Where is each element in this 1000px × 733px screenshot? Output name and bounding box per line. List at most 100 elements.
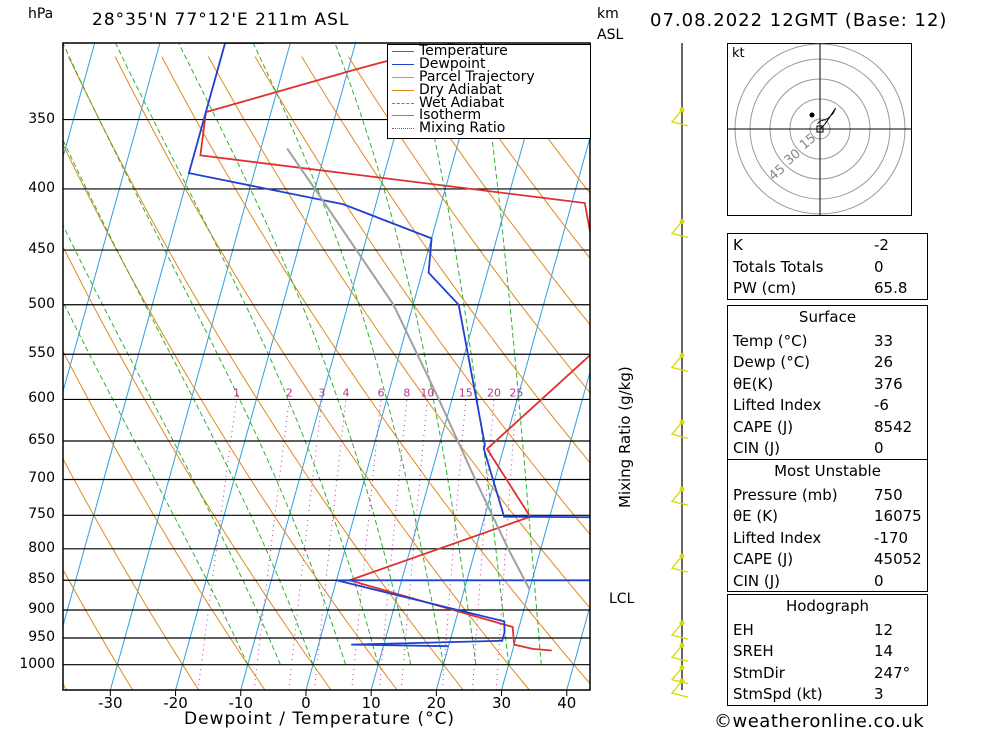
- wind-barb: [670, 488, 689, 506]
- legend: Temperature Dewpoint Parcel Trajectory D…: [387, 44, 591, 139]
- site-credit[interactable]: ©weatheronline.co.uk: [714, 711, 925, 732]
- temperature-tick-label: 10: [361, 694, 381, 712]
- row-value: 0: [874, 571, 884, 590]
- wet-adiabat-line: [252, 43, 444, 665]
- row-key: CAPE (J): [733, 417, 794, 436]
- row-key: θE (K): [733, 507, 778, 525]
- pressure-tick-label: 650: [28, 431, 55, 448]
- table-row: K -2: [728, 234, 927, 256]
- pressure-tick-label: 900: [28, 600, 55, 617]
- pressure-tick-label: 950: [28, 629, 55, 646]
- pressure-unit: hPa: [28, 6, 54, 22]
- isotherm-line: [305, 43, 487, 690]
- row-key: EH: [733, 620, 754, 639]
- row-value: 0: [874, 439, 884, 457]
- temperature-tick-label: -10: [228, 694, 254, 712]
- mixing-ratio-label: 6: [378, 386, 385, 399]
- pressure-tick-label: 450: [28, 241, 55, 258]
- table-row: SREH 14: [728, 640, 927, 662]
- dry-adiabat-line: [441, 56, 590, 260]
- row-value: 12: [874, 620, 894, 639]
- lcl-label: LCL: [609, 591, 635, 607]
- mixing-ratio-label: 25: [509, 386, 523, 399]
- row-value: 0: [874, 257, 884, 276]
- isotherm-line: [501, 370, 590, 690]
- row-value: 33: [874, 331, 894, 350]
- most-unstable-title: Most Unstable: [774, 462, 881, 480]
- mixing-ratio-axis-label: Mixing Ratio (g/kg): [616, 366, 634, 508]
- dry-adiabat-line: [394, 56, 590, 326]
- row-value: -2: [874, 236, 889, 254]
- legend-item-dewpoint: Dewpoint: [388, 57, 590, 71]
- wet-adiabat-line: [178, 43, 412, 665]
- isotherm-line: [63, 43, 161, 394]
- mixing-ratio-label: 4: [342, 386, 349, 399]
- mixing-ratio-label: 1: [233, 386, 240, 399]
- mixing-ratio-label: 2: [286, 386, 293, 399]
- table-row: Pressure (mb) 750: [728, 484, 927, 506]
- dry-adiabat-line: [63, 457, 200, 690]
- series-temperature: [199, 43, 590, 652]
- wind-barb: [670, 680, 689, 698]
- isotherm-line: [370, 43, 552, 690]
- dry-adiabat-line: [63, 143, 398, 690]
- hodograph-table: Hodograph EH 12 SREH 14 StmDir 247° StmSpd (kt)…: [727, 594, 928, 706]
- table-row: EH 12: [728, 619, 927, 641]
- pressure-tick-label: 1000: [19, 655, 55, 672]
- table-row: CAPE (J) 8542: [728, 416, 927, 438]
- row-key: CIN (J): [733, 439, 781, 457]
- row-value: 26: [874, 353, 894, 371]
- wind-barb: [670, 421, 689, 439]
- row-key: θE(K): [733, 374, 774, 393]
- wind-barb: [670, 555, 689, 573]
- row-value: -170: [874, 528, 909, 547]
- mixing-ratio-label: 15: [459, 386, 473, 399]
- row-value: -6: [874, 396, 889, 414]
- dry-adiabat-line: [254, 56, 590, 536]
- mixing-ratio-label: 3: [318, 386, 325, 399]
- isotherm-line: [63, 43, 96, 159]
- legend-item-temperature: Temperature: [388, 44, 590, 58]
- pressure-tick-label: 750: [28, 506, 55, 523]
- table-row: CAPE (J) 45052: [728, 548, 927, 570]
- wind-barb: [670, 667, 689, 685]
- height-unit-km: km: [597, 6, 619, 22]
- mixing-ratio-line: [378, 399, 408, 690]
- temperature-tick-label: -30: [98, 694, 123, 712]
- height-unit-asl: ASL: [597, 27, 624, 43]
- row-value: 16075: [874, 507, 922, 525]
- storm-motion-marker: [816, 125, 824, 133]
- table-row: θE (K) 16075: [728, 505, 927, 527]
- row-key: Dewp (°C): [733, 353, 811, 371]
- pressure-tick-label: 850: [28, 571, 55, 588]
- row-key: Temp (°C): [733, 331, 808, 350]
- pressure-tick-label: 800: [28, 539, 55, 556]
- wind-barb: [670, 644, 689, 663]
- pressure-tick-label: 550: [28, 345, 55, 362]
- wind-barb: [670, 622, 689, 640]
- wind-barb: [670, 221, 689, 239]
- row-key: StmSpd (kt): [733, 685, 823, 703]
- surface-table: Surface Temp (°C) 33 Dewp (°C) 26 θE(K) 376 Lif…: [727, 305, 928, 460]
- hodograph-trace: [817, 107, 837, 130]
- table-row: StmSpd (kt) 3: [728, 683, 927, 705]
- row-key: Totals Totals: [733, 257, 824, 276]
- dry-adiabat-line: [63, 682, 67, 690]
- row-key: Pressure (mb): [733, 485, 838, 504]
- row-value: 247°: [874, 663, 911, 682]
- mixing-ratio-line: [253, 399, 290, 690]
- table-row: Lifted Index -170: [728, 527, 927, 549]
- wet-adiabat-line: [63, 224, 281, 665]
- isotherm-line: [109, 43, 291, 690]
- row-key: StmDir: [733, 663, 785, 682]
- legend-item-isotherm: Isotherm: [388, 108, 590, 122]
- temperature-tick-label: 30: [492, 694, 512, 712]
- row-value: 65.8: [874, 279, 908, 297]
- row-value: 8542: [874, 417, 913, 436]
- indices-table: K -2 Totals Totals 0 PW (cm) 65.8: [727, 233, 928, 300]
- mixing-ratio-label: 8: [403, 386, 410, 399]
- row-value: 3: [874, 685, 884, 703]
- series-dewpoint: [187, 43, 590, 648]
